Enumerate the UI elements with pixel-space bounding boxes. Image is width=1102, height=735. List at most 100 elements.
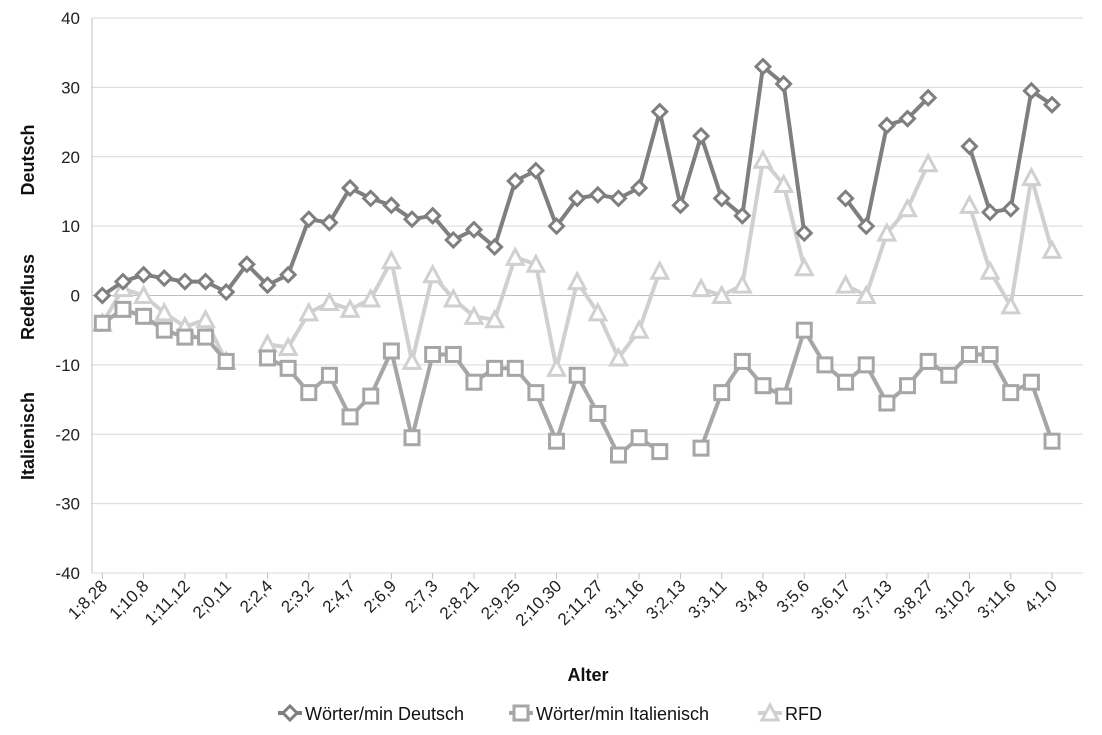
series-1-point-11 [320, 366, 338, 384]
legend-square-icon [512, 704, 530, 722]
x-tick-label-7: 2;6,9 [360, 576, 400, 616]
series-1-point-24 [589, 404, 607, 422]
legend-item-italienisch: Wörter/min Italienisch [509, 704, 709, 724]
x-tick-label-0: 1;8,28 [64, 576, 111, 623]
series-0-point-10 [299, 210, 318, 229]
series-2-point-24 [587, 301, 609, 322]
series-0-point-34 [795, 223, 814, 243]
series-2-point-39 [897, 197, 919, 218]
series-1-point-18 [465, 373, 483, 391]
series-1-point-43 [981, 345, 999, 363]
x-tick-label-22: 3;11,6 [974, 576, 1020, 622]
y-tick-label-8: 40 [61, 9, 80, 28]
x-tick-label-23: 4;1,0 [1021, 576, 1061, 616]
series-1-point-36 [837, 373, 855, 391]
y-axis-title-bottom: Italienisch [18, 392, 38, 480]
series-1-point-31 [733, 352, 751, 370]
series-0 [93, 57, 1062, 305]
series-0-point-31 [733, 206, 752, 225]
y-axis-title-middle: Redefluss [18, 254, 38, 340]
series-1-point-42 [960, 345, 978, 363]
series-2-point-26 [628, 319, 650, 339]
series-0-point-23 [568, 189, 587, 208]
series-1-point-12 [341, 408, 359, 426]
series-2-point-29 [690, 277, 712, 298]
series-0-point-32 [753, 57, 773, 76]
x-tick-label-6: 2;4,7 [319, 576, 359, 616]
series-2-point-9 [277, 336, 299, 357]
y-tick-label-3: -10 [55, 356, 80, 375]
y-tick-labels: -40 -30 -20 -10 0 10 20 30 40 [55, 9, 80, 583]
series-1-point-33 [775, 387, 793, 405]
series-0-point-39 [898, 109, 917, 128]
series-0-point-22 [547, 217, 566, 236]
series-2 [91, 149, 1063, 377]
series-2-line-4 [967, 175, 1054, 308]
series-0-point-38 [877, 116, 896, 135]
series-1-point-6 [217, 352, 235, 370]
x-tick-label-20: 3;8,27 [890, 576, 937, 623]
series-1-point-1 [114, 300, 132, 318]
series-0-point-19 [485, 237, 504, 257]
series-0-point-25 [609, 189, 628, 208]
series-1-point-19 [486, 359, 504, 377]
y-tick-label-0: -40 [55, 564, 80, 583]
series-2-point-3 [153, 301, 175, 322]
series-0-point-17 [444, 230, 463, 250]
series-1-point-37 [857, 356, 875, 374]
x-tick-label-18: 3;6,17 [808, 576, 855, 623]
series-2-point-31 [731, 273, 753, 294]
series-2-point-36 [835, 273, 857, 294]
x-tick-label-14: 3;2,13 [642, 576, 689, 623]
series-0-point-30 [712, 189, 731, 208]
series-2-point-21 [525, 253, 547, 273]
series-0-point-26 [629, 178, 649, 198]
series-0-point-20 [506, 171, 525, 191]
series-2-point-16 [422, 263, 444, 284]
y-tick-label-4: 0 [71, 287, 80, 306]
series-2-point-10 [298, 301, 320, 322]
y-tick-label-6: 20 [61, 148, 80, 167]
y-tick-label-2: -20 [55, 425, 80, 444]
series-0-point-29 [691, 126, 711, 146]
series-2-point-8 [256, 332, 278, 353]
series-2-point-15 [401, 350, 423, 370]
x-tick-label-19: 3;7,13 [849, 576, 896, 623]
series-0-point-3 [155, 269, 174, 288]
series-1-point-23 [568, 366, 586, 384]
series-0-point-1 [113, 272, 133, 291]
series-0-point-2 [134, 265, 153, 284]
series-1-point-35 [816, 356, 834, 374]
series-1-point-15 [403, 429, 421, 447]
series-1 [93, 300, 1061, 464]
legend-diamond-icon [280, 703, 300, 723]
series-1-point-4 [176, 328, 194, 346]
series-0-point-11 [320, 213, 339, 232]
series-1-point-22 [548, 432, 566, 450]
series-1-point-3 [155, 321, 173, 339]
x-tick-label-21: 3;10,2 [931, 576, 978, 623]
series-0-point-9 [279, 265, 298, 284]
series-2-point-30 [711, 284, 733, 304]
y-axis-title-top: Deutsch [18, 124, 38, 195]
legend-triangle-icon [759, 701, 781, 722]
series-0-point-45 [1022, 81, 1041, 100]
series-2-point-38 [876, 221, 898, 242]
y-tick-label-7: 30 [61, 78, 80, 97]
x-tick-label-13: 3;1,16 [601, 576, 648, 623]
series-1-point-21 [527, 384, 545, 402]
x-tick-label-2: 1;11,12 [141, 576, 194, 629]
series-0-point-33 [774, 74, 793, 94]
series-2-point-45 [1020, 166, 1042, 187]
series-1-point-0 [93, 314, 111, 332]
series-2-point-2 [133, 284, 155, 304]
y-tick-label-1: -30 [55, 495, 80, 514]
series-1-point-20 [506, 359, 524, 377]
series-2-point-5 [195, 308, 217, 329]
series-1-point-2 [135, 307, 153, 325]
series-0-point-12 [340, 178, 360, 198]
series-1-point-26 [630, 429, 648, 447]
series-0-point-40 [919, 88, 938, 107]
series-2-point-13 [360, 287, 382, 308]
